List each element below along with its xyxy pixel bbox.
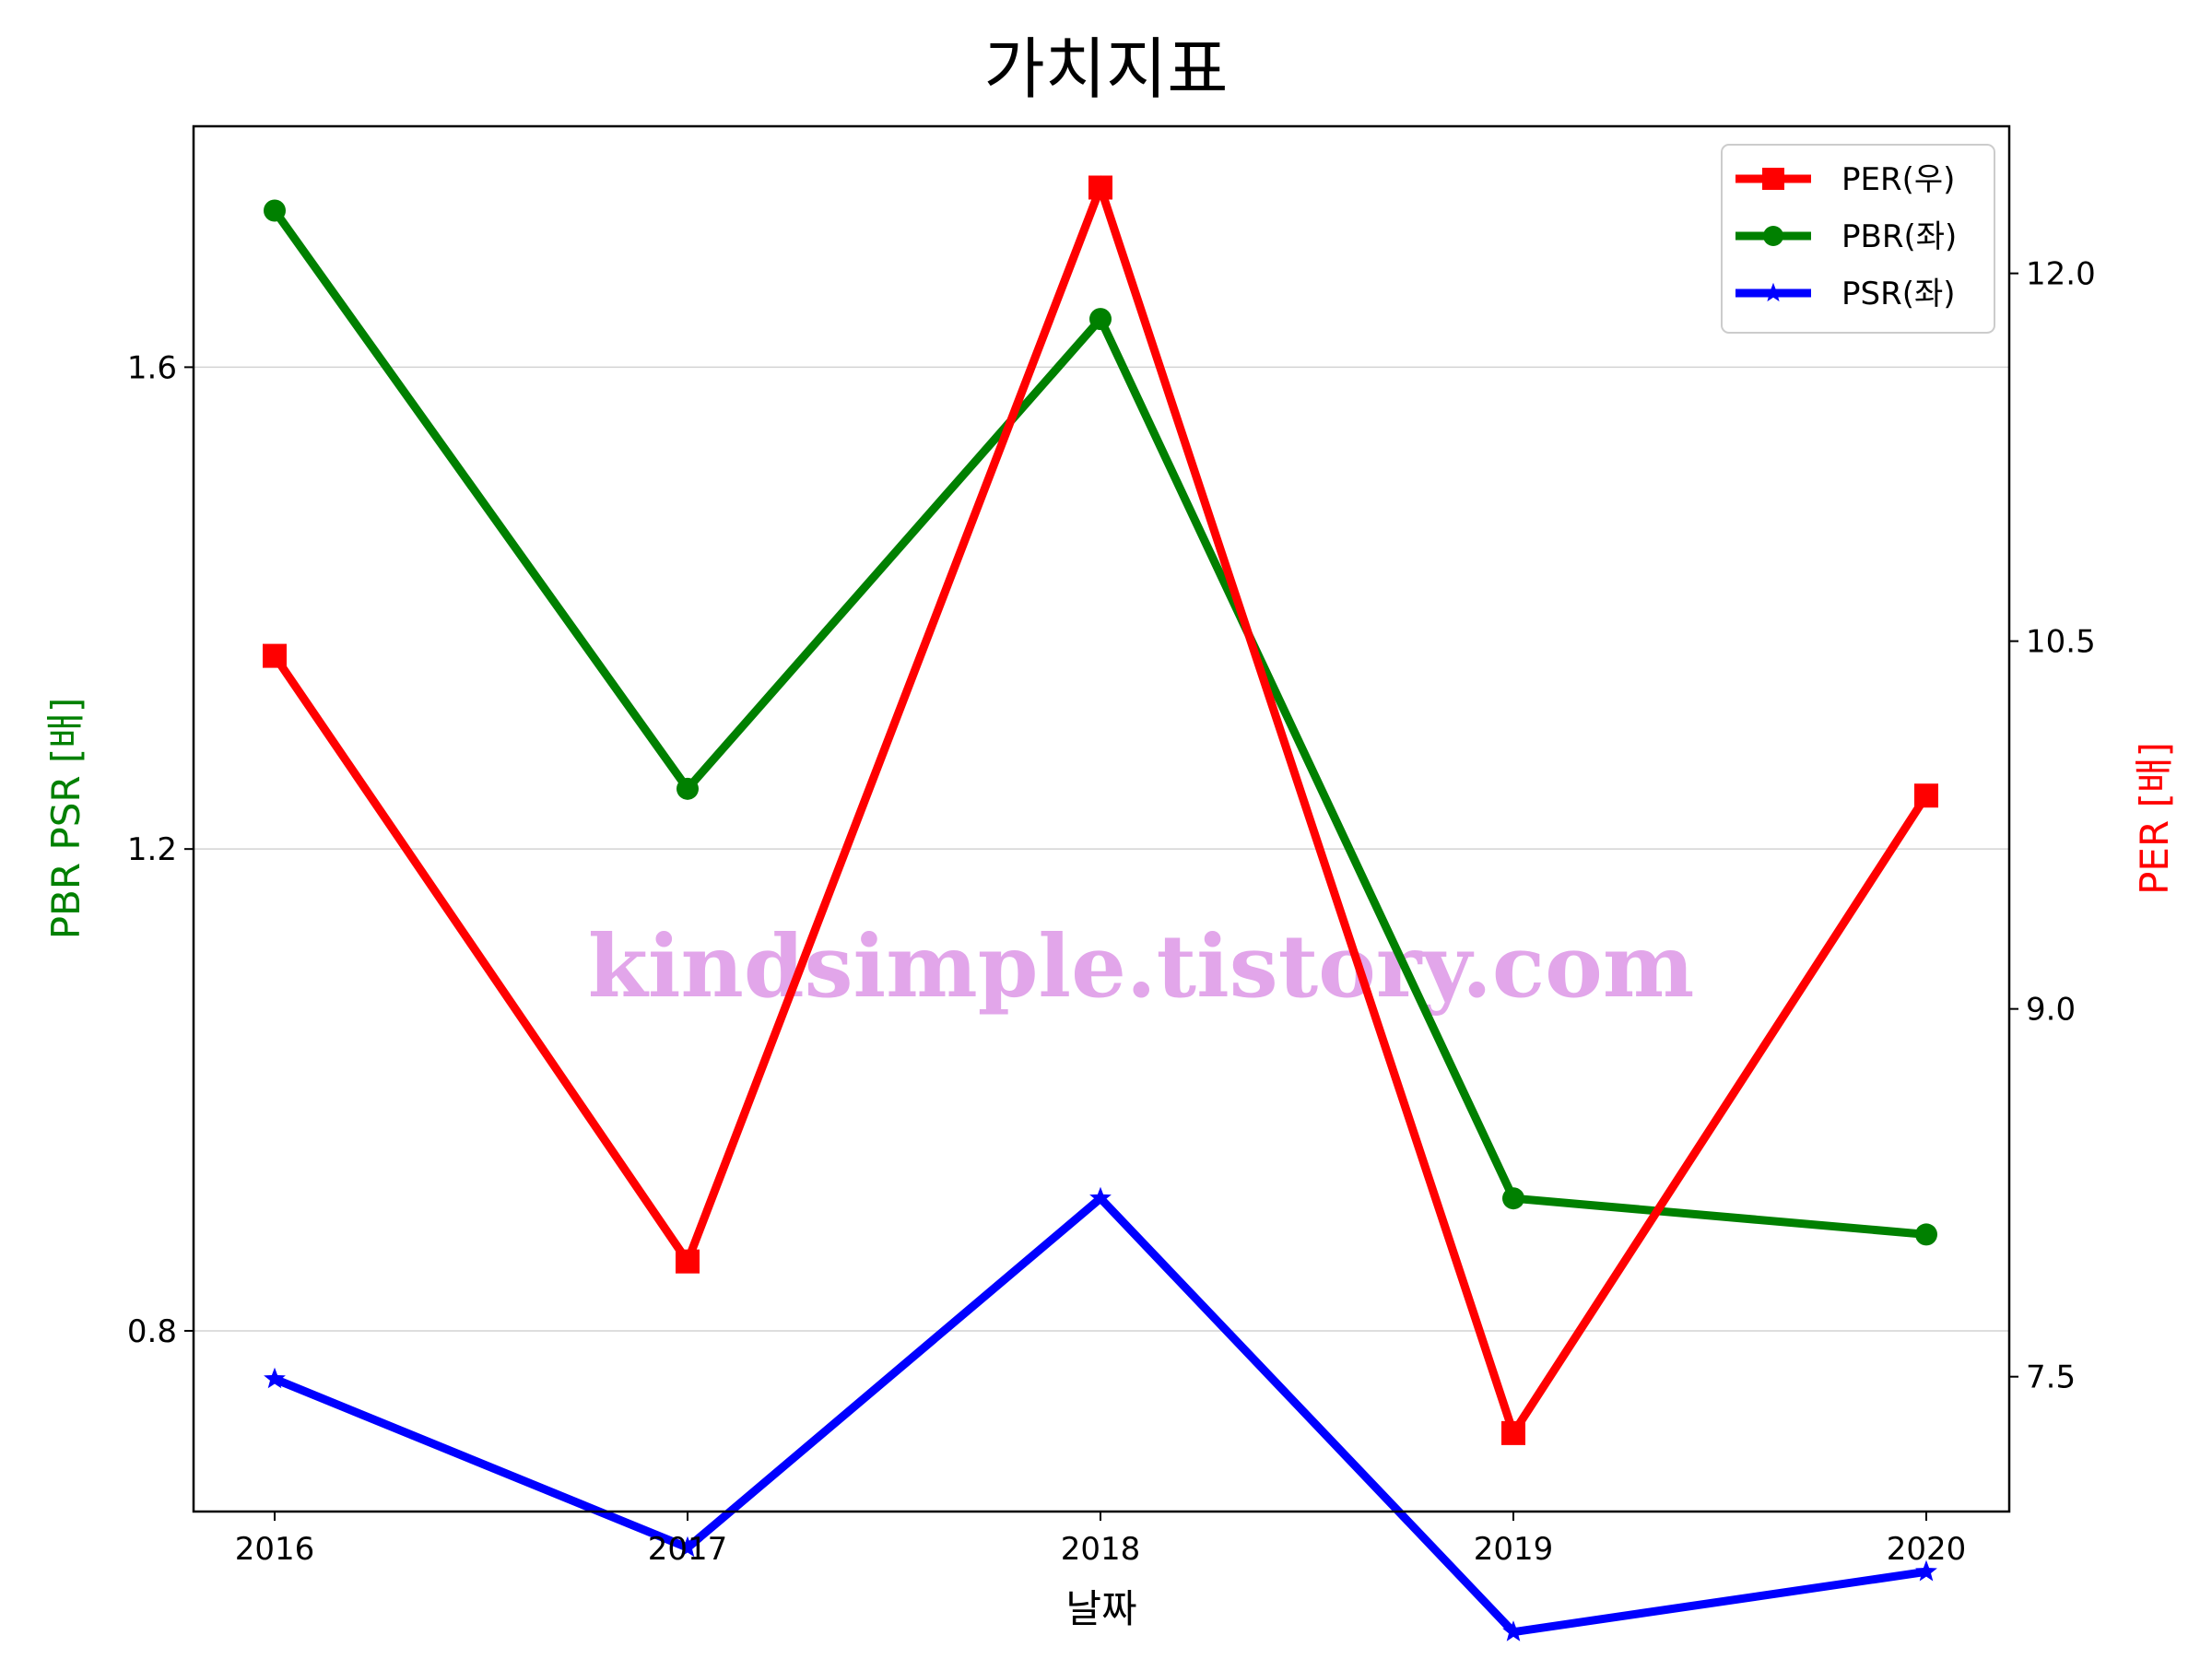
point-pbr-2017 — [677, 777, 699, 800]
point-psr-2018 — [1089, 1186, 1112, 1208]
legend-marker-per — [1762, 168, 1784, 190]
y-axis-left-label: PBR PSR [배] — [43, 698, 88, 940]
legend-entry-per: PER(우) — [1735, 161, 1955, 198]
point-pbr-2019 — [1502, 1187, 1524, 1210]
x-tick-label-2020: 2020 — [1887, 1531, 1967, 1568]
point-pbr-2020 — [1915, 1223, 1937, 1246]
watermark-layer: kindsimple.tistory.com — [588, 916, 1695, 1018]
y-axis-left: 0.8 1.2 1.6 — [127, 349, 194, 1350]
point-psr-2016 — [264, 1367, 286, 1389]
point-pbr-2016 — [264, 199, 286, 222]
legend-entry-psr: PSR(좌) — [1735, 276, 1956, 312]
legend-box — [1721, 144, 1995, 334]
point-psr-2020 — [1915, 1559, 1937, 1582]
x-tick-label-2018: 2018 — [1061, 1531, 1141, 1568]
y-right-tick-label-9.0: 9.0 — [2026, 992, 2076, 1029]
point-per-2019 — [1501, 1420, 1525, 1445]
legend-marker-pbr — [1763, 226, 1783, 246]
point-per-2020 — [1914, 783, 1938, 808]
series-layer — [263, 175, 1938, 1641]
y-left-tick-label-1.6: 1.6 — [127, 349, 177, 386]
y-left-tick-label-0.8: 0.8 — [127, 1313, 177, 1350]
legend-label-pbr: PBR(좌) — [1841, 218, 1957, 255]
legend-label-per: PER(우) — [1841, 161, 1955, 198]
y-axis-right: 7.5 9.0 10.5 12.0 — [2009, 256, 2096, 1396]
series-per — [263, 175, 1938, 1445]
gridlines — [194, 366, 2009, 1332]
y-right-tick-label-7.5: 7.5 — [2026, 1359, 2076, 1396]
x-axis-label: 날짜 — [1065, 1586, 1136, 1631]
watermark: kindsimple.tistory.com — [588, 916, 1695, 1018]
series-pbr — [264, 199, 1937, 1246]
point-per-2017 — [676, 1249, 700, 1274]
y-right-tick-label-12.0: 12.0 — [2026, 256, 2096, 293]
point-per-2018 — [1088, 175, 1112, 200]
point-psr-2019 — [1502, 1620, 1524, 1641]
series-psr — [264, 1186, 1937, 1641]
point-psr-2017 — [677, 1535, 699, 1558]
x-tick-label-2016: 2016 — [235, 1531, 315, 1568]
x-tick-label-2019: 2019 — [1474, 1531, 1554, 1568]
point-per-2016 — [263, 643, 287, 668]
legend-marker-psr — [1763, 282, 1783, 302]
y-right-tick-label-10.5: 10.5 — [2026, 624, 2096, 661]
y-axis-right-label: PER [배] — [2132, 742, 2177, 895]
x-tick-label-2017: 2017 — [648, 1531, 728, 1568]
chart-title: 가치지표 — [984, 30, 1229, 108]
x-axis: 2016 2017 2018 2019 2020 — [235, 1512, 1967, 1568]
legend-entry-pbr: PBR(좌) — [1735, 218, 1957, 255]
point-pbr-2018 — [1089, 308, 1112, 331]
legend: PER(우) PBR(좌) PSR(좌) — [1721, 144, 1995, 334]
y-left-tick-label-1.2: 1.2 — [127, 831, 177, 868]
legend-label-psr: PSR(좌) — [1841, 276, 1956, 312]
